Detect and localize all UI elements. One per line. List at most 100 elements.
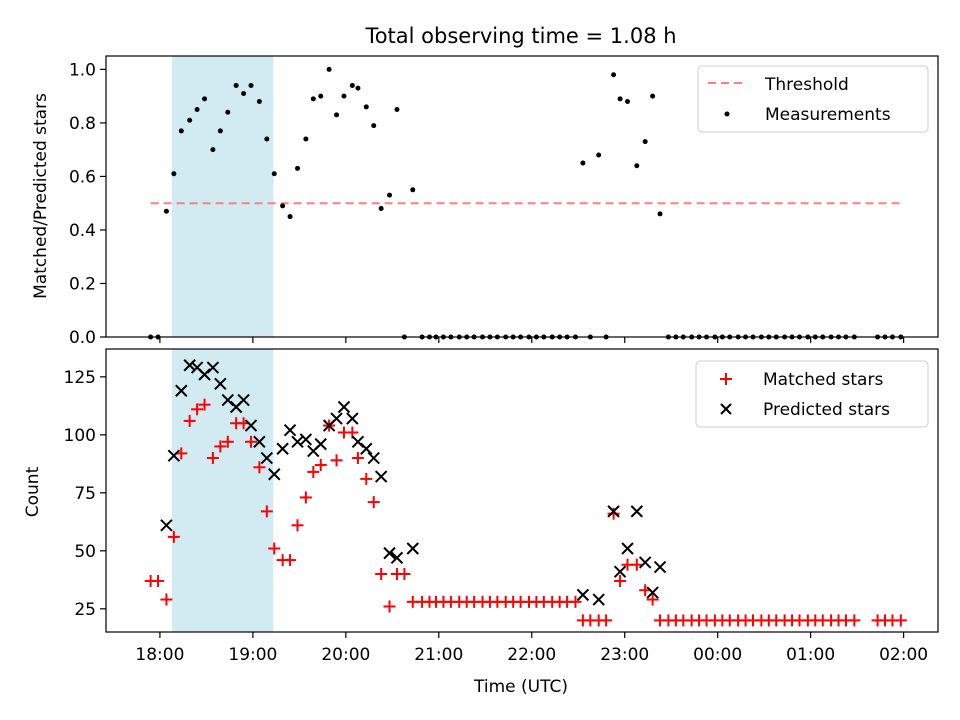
measurement-point <box>580 160 586 166</box>
predicted-star-point <box>183 359 196 372</box>
predicted-star-point <box>244 419 258 432</box>
matched-star-point <box>646 593 659 606</box>
matched-star-point <box>360 472 373 485</box>
bottom-legend-box <box>695 360 929 428</box>
x-tick-label: 20:00 <box>321 645 370 665</box>
predicted-star-point <box>374 470 388 483</box>
x-tick-label: 21:00 <box>414 645 463 665</box>
predicted-star-point <box>383 546 396 560</box>
predicted-star-point <box>160 519 173 532</box>
legend-measurements-swatch <box>724 111 730 117</box>
top-plot-frame <box>105 55 939 338</box>
predicted-star-point <box>291 435 304 448</box>
measurement-point <box>171 171 177 177</box>
matched-star-point <box>367 496 380 509</box>
measurement-point <box>341 93 347 99</box>
measurement-point <box>650 93 656 99</box>
predicted-star-point <box>283 423 297 437</box>
measurement-point <box>233 82 239 88</box>
matched-star-point <box>894 614 907 627</box>
measurement-point <box>202 96 208 102</box>
measurement-point <box>178 128 184 134</box>
predicted-star-point <box>360 442 373 455</box>
legend-measurements-label: Measurements <box>765 105 891 125</box>
predicted-star-point <box>237 393 250 407</box>
measurement-point <box>187 117 193 123</box>
legend-threshold-label: Threshold <box>764 75 849 95</box>
top-y-axis-label: Matched/Predicted stars <box>31 93 51 299</box>
measurement-point <box>596 152 602 158</box>
top-y-tick-label: 0.6 <box>69 167 96 187</box>
predicted-star-point <box>330 412 343 425</box>
x-tick-label: 19:00 <box>228 645 277 665</box>
matched-star-point <box>260 505 273 518</box>
matched-star-point <box>268 542 281 555</box>
predicted-star-point <box>175 384 188 397</box>
measurement-point <box>241 90 247 96</box>
measurement-point <box>334 112 340 118</box>
matched-star-point <box>291 519 304 532</box>
matched-star-point <box>214 440 227 453</box>
matched-star-point <box>607 507 620 520</box>
predicted-star-point <box>299 433 313 446</box>
predicted-star-point <box>167 449 181 462</box>
measurement-point <box>371 123 377 129</box>
measurement-point <box>318 93 324 99</box>
matched-star-point <box>245 435 258 448</box>
measurement-point <box>657 211 663 217</box>
predicted-star-point <box>337 400 351 414</box>
measurement-point <box>294 165 300 171</box>
matched-star-point <box>307 465 320 478</box>
predicted-star-point <box>653 560 667 574</box>
measurement-point <box>387 192 393 198</box>
measurement-point <box>271 171 277 177</box>
predicted-star-point <box>576 588 590 602</box>
measurement-point <box>310 96 316 102</box>
matched-star-point <box>351 452 364 465</box>
matched-star-point <box>569 595 582 608</box>
predicted-star-point <box>406 542 419 555</box>
predicted-star-point <box>646 586 659 599</box>
x-tick-label: 02:00 <box>879 645 928 665</box>
top-panel: 0.0 0.2 0.4 0.6 0.8 1.0 Matched/Predicted sta… <box>31 55 939 348</box>
predicted-star-point <box>630 505 644 518</box>
predicted-star-point <box>346 412 359 425</box>
legend-predicted-label: Predicted stars <box>763 400 890 420</box>
predicted-star-point <box>206 361 220 374</box>
legend-matched-swatch <box>720 373 732 385</box>
predicted-star-point <box>367 451 380 465</box>
measurement-point <box>378 206 384 212</box>
matched-star-point <box>630 558 643 571</box>
measurement-point <box>363 104 369 110</box>
bottom-y-tick-label: 50 <box>74 542 96 562</box>
x-axis-label: Time (UTC) <box>473 677 568 697</box>
measurement-point <box>355 85 361 91</box>
predicted-star-point <box>592 593 605 606</box>
x-tick-label: 23:00 <box>600 645 649 665</box>
top-shaded-span <box>172 56 274 337</box>
predicted-star-point <box>607 505 620 518</box>
predicted-star-point <box>390 551 404 564</box>
matched-star-point <box>206 452 219 465</box>
matched-star-point <box>848 614 861 627</box>
measurement-point <box>280 203 286 209</box>
matched-star-point <box>160 593 173 606</box>
matched-star-point <box>191 403 204 416</box>
bottom-plot-frame <box>105 348 939 633</box>
matched-star-point <box>600 614 613 627</box>
matched-star-point <box>614 574 627 587</box>
measurement-point <box>349 82 355 88</box>
bottom-y-tick-label: 100 <box>64 426 96 446</box>
measurement-point <box>256 98 262 104</box>
top-y-tick-label: 1.0 <box>69 60 96 80</box>
predicted-star-point <box>638 556 652 569</box>
x-tick-label: 22:00 <box>507 645 556 665</box>
top-legend-box <box>697 65 929 133</box>
measurement-point <box>326 66 332 72</box>
legend-predicted-swatch <box>720 403 732 415</box>
bottom-legend: Matched stars Predicted stars <box>695 360 929 428</box>
matched-star-point <box>330 454 343 467</box>
top-legend: Threshold Measurements <box>697 65 929 133</box>
measurement-point <box>163 208 169 214</box>
